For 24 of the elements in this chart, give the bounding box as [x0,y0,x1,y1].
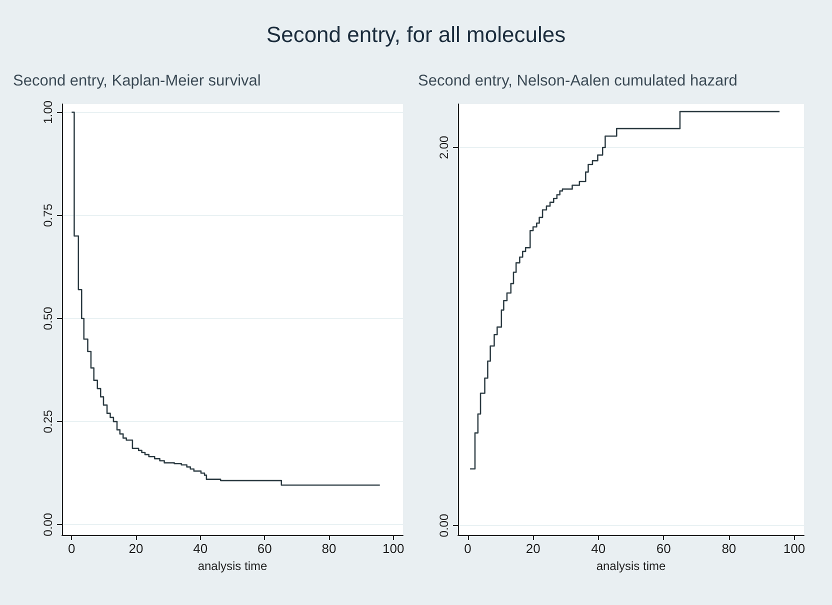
x-tick-label: 20 [128,541,144,556]
chart-subtitle: Second entry, Kaplan-Meier survival [13,72,261,90]
x-tick-label: 80 [722,541,736,556]
y-tick-label: 0.00 [41,512,55,536]
y-tick-label: 0.75 [41,203,55,228]
y-tick-label: 0.00 [437,514,451,538]
x-tick-label: 20 [526,541,540,556]
chart-title: Second entry, for all molecules [265,22,567,48]
y-tick-label: 0.25 [41,410,55,434]
x-tick-label: 0 [464,541,472,556]
x-tick-label: 40 [591,541,606,556]
x-tick-label: 60 [257,541,272,556]
x-axis-title: analysis time [596,558,666,573]
x-tick-label: 60 [656,541,671,556]
x-tick-label: 0 [68,541,76,556]
x-tick-label: 100 [382,541,404,556]
y-tick-label: 0.50 [41,306,55,330]
chart-subtitle: Second entry, Nelson-Aalen cumulated hazard [418,72,738,90]
x-axis-title: analysis time [198,558,268,573]
y-tick-label: 1.00 [41,100,55,124]
y-tick-label: 2.00 [437,135,451,160]
x-tick-label: 80 [322,541,336,556]
x-tick-label: 40 [193,541,208,556]
x-tick-label: 100 [783,541,806,556]
